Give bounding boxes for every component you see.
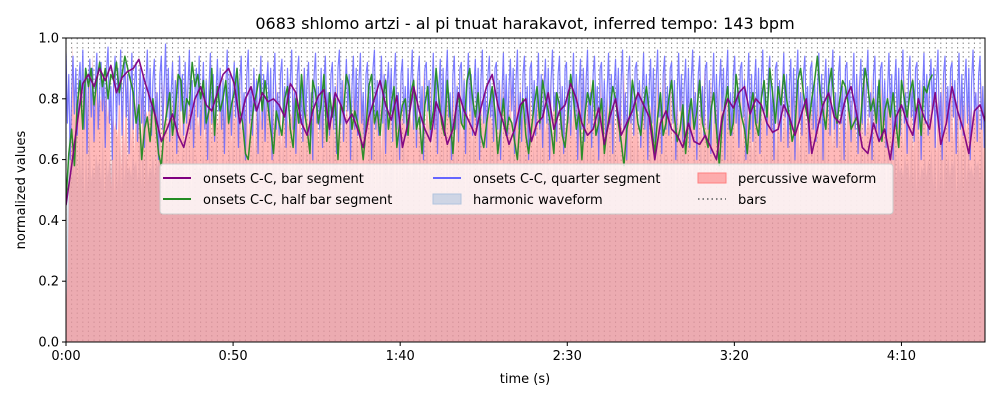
y-axis: 0.0 0.2 0.4 0.6 0.8 1.0 [38, 32, 66, 351]
legend-label: onsets C-C, half bar segment [203, 193, 392, 208]
x-tick-label: 4:10 [887, 349, 916, 364]
legend-label: onsets C-C, bar segment [203, 172, 364, 187]
y-tick-label: 0.2 [38, 275, 59, 290]
legend-label: percussive waveform [738, 172, 876, 187]
x-tick-label: 0:50 [218, 349, 247, 364]
x-tick-label: 3:20 [720, 349, 749, 364]
y-tick-label: 1.0 [38, 32, 59, 47]
legend-entry: percussive waveform [697, 172, 876, 187]
legend: onsets C-C, bar segment onsets C-C, quart… [159, 163, 894, 215]
y-axis-label: normalized values [14, 130, 29, 249]
chart-title: 0683 shlomo artzi - al pi tnuat harakavo… [255, 14, 794, 33]
series-lines [66, 43, 985, 206]
series-line [66, 55, 934, 203]
x-axis: 0:00 0:50 1:40 2:30 3:20 4:10 [51, 342, 916, 364]
legend-entry: onsets C-C, half bar segment [163, 193, 392, 208]
legend-swatch-patch [432, 193, 462, 205]
legend-entry: harmonic waveform [432, 193, 603, 208]
legend-label: bars [738, 193, 767, 208]
legend-label: harmonic waveform [473, 193, 603, 208]
legend-entry: onsets C-C, bar segment [163, 172, 364, 187]
y-tick-label: 0.8 [38, 92, 59, 107]
series-line [66, 58, 985, 206]
x-tick-label: 2:30 [553, 349, 582, 364]
x-tick-label: 1:40 [386, 349, 415, 364]
y-tick-label: 0.6 [38, 153, 59, 168]
legend-entry: onsets C-C, quarter segment [433, 172, 660, 187]
legend-entry: bars [698, 193, 767, 208]
y-tick-label: 0.0 [38, 336, 59, 351]
legend-swatch-patch [697, 172, 727, 184]
plot-frame [65, 37, 986, 343]
x-axis-label: time (s) [500, 372, 550, 387]
y-tick-label: 0.4 [38, 214, 59, 229]
x-tick-label: 0:00 [51, 349, 80, 364]
legend-label: onsets C-C, quarter segment [473, 172, 660, 187]
